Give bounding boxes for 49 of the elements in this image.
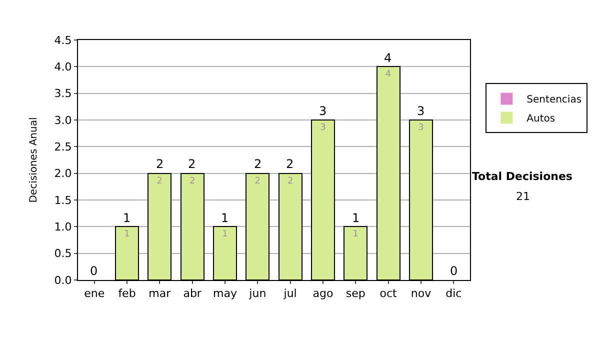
total-label: 3 [319,104,327,118]
x-tick-label: sep [346,287,366,300]
y-tick-label: 0.5 [54,247,72,260]
x-tick-label: abr [183,287,202,300]
x-tick-label: mar [148,287,172,300]
y-tick-label: 1.5 [54,194,72,207]
y-tick-label: 4.0 [54,60,72,74]
data-label: 2 [156,176,163,186]
y-tick-label: 1.0 [54,220,72,234]
total-label: 1 [123,211,131,225]
x-tick-label: ago [312,287,334,300]
y-axis-title: Decisiones Anual [28,117,40,203]
total-label: 2 [188,157,196,171]
x-tick-label: oct [380,287,398,300]
text: 21 [516,190,530,203]
data-label: 3 [418,123,424,133]
data-label: 1 [222,230,228,240]
x-tick-label: jul [282,287,297,300]
legend-label: Autos [526,114,556,125]
y-tick-label: 3.5 [54,87,72,100]
y-tick-label: 2.5 [54,140,72,154]
data-label: 2 [189,176,196,186]
x-tick-label: jun [248,287,266,300]
x-tick-label: feb [118,287,136,300]
y-tick-label: 0.0 [54,274,72,287]
total-label: 4 [384,51,392,65]
legend-label: Sentencias [526,94,582,106]
total-label: 3 [417,104,425,118]
data-label: 1 [352,230,359,240]
total-label: 0 [450,264,458,278]
y-tick-label: 3.0 [54,114,72,127]
total-label: 1 [352,211,360,225]
x-tick-label: ene [84,287,105,300]
data-label: 2 [287,176,294,186]
total-label: 2 [286,157,294,171]
total-label: 1 [221,211,229,225]
total-label: 0 [90,264,98,278]
text: Total Decisiones [472,170,573,183]
data-label: 2 [254,176,261,186]
data-label: 3 [320,123,326,133]
x-tick-label: nov [410,287,432,300]
total-label: 2 [254,157,262,171]
x-tick-label: dic [446,287,462,300]
y-tick-label: 4.5 [54,34,72,47]
y-tick-label: 2.0 [54,167,72,180]
total-label: 2 [156,157,164,171]
x-tick-label: may [213,287,238,300]
data-label: 4 [385,70,392,80]
data-label: 1 [124,230,130,240]
